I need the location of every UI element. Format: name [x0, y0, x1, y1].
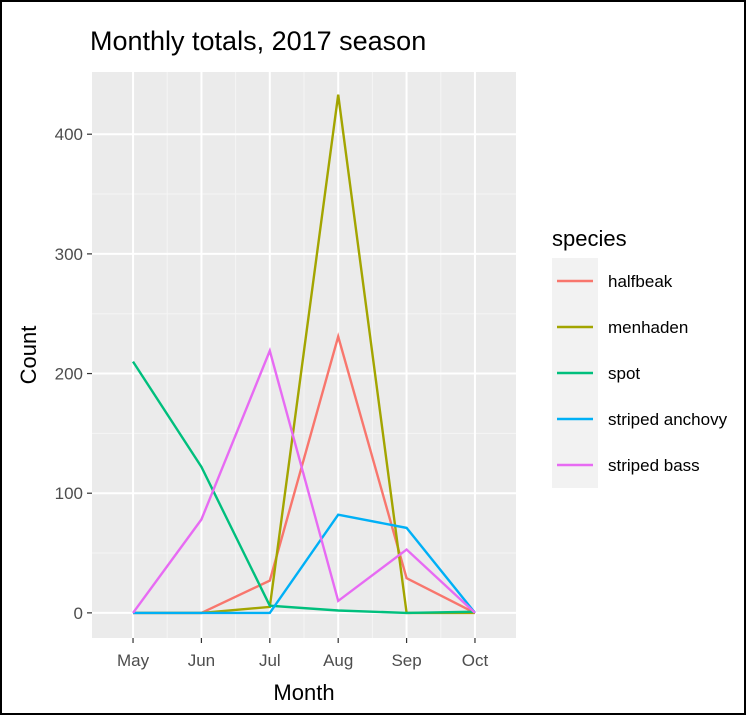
x-tick-label: Sep: [391, 651, 421, 670]
series-line: [132, 347, 476, 614]
legend-label: striped anchovy: [608, 410, 728, 429]
x-axis: May Jun Jul Aug Sep Oct: [117, 638, 488, 670]
legend: species halfbeak menhaden spot striped anch…: [552, 226, 728, 488]
series-line: [133, 513, 476, 615]
y-tick-label: 300: [55, 245, 83, 264]
x-tick-label: Aug: [323, 651, 353, 670]
x-tick-label: Oct: [462, 651, 489, 670]
legend-label: menhaden: [608, 318, 688, 337]
x-tick-label: May: [117, 651, 150, 670]
series-lines: [131, 94, 476, 615]
legend-items: halfbeak menhaden spot striped anchovy strip…: [552, 258, 728, 488]
y-axis-title: Count: [16, 326, 41, 385]
y-tick-label: 200: [55, 365, 83, 384]
x-tick-label: Jun: [188, 651, 215, 670]
legend-label: spot: [608, 364, 640, 383]
y-tick-label: 0: [74, 604, 83, 623]
y-axis: 0 100 200 300 400: [55, 125, 92, 623]
x-tick-label: Jul: [259, 651, 281, 670]
legend-label: halfbeak: [608, 272, 673, 291]
legend-label: striped bass: [608, 456, 700, 475]
series-line: [131, 360, 476, 615]
y-tick-label: 400: [55, 125, 83, 144]
chart-title: Monthly totals, 2017 season: [90, 26, 426, 56]
x-axis-title: Month: [273, 680, 334, 705]
legend-title: species: [552, 226, 627, 251]
y-tick-label: 100: [55, 484, 83, 503]
